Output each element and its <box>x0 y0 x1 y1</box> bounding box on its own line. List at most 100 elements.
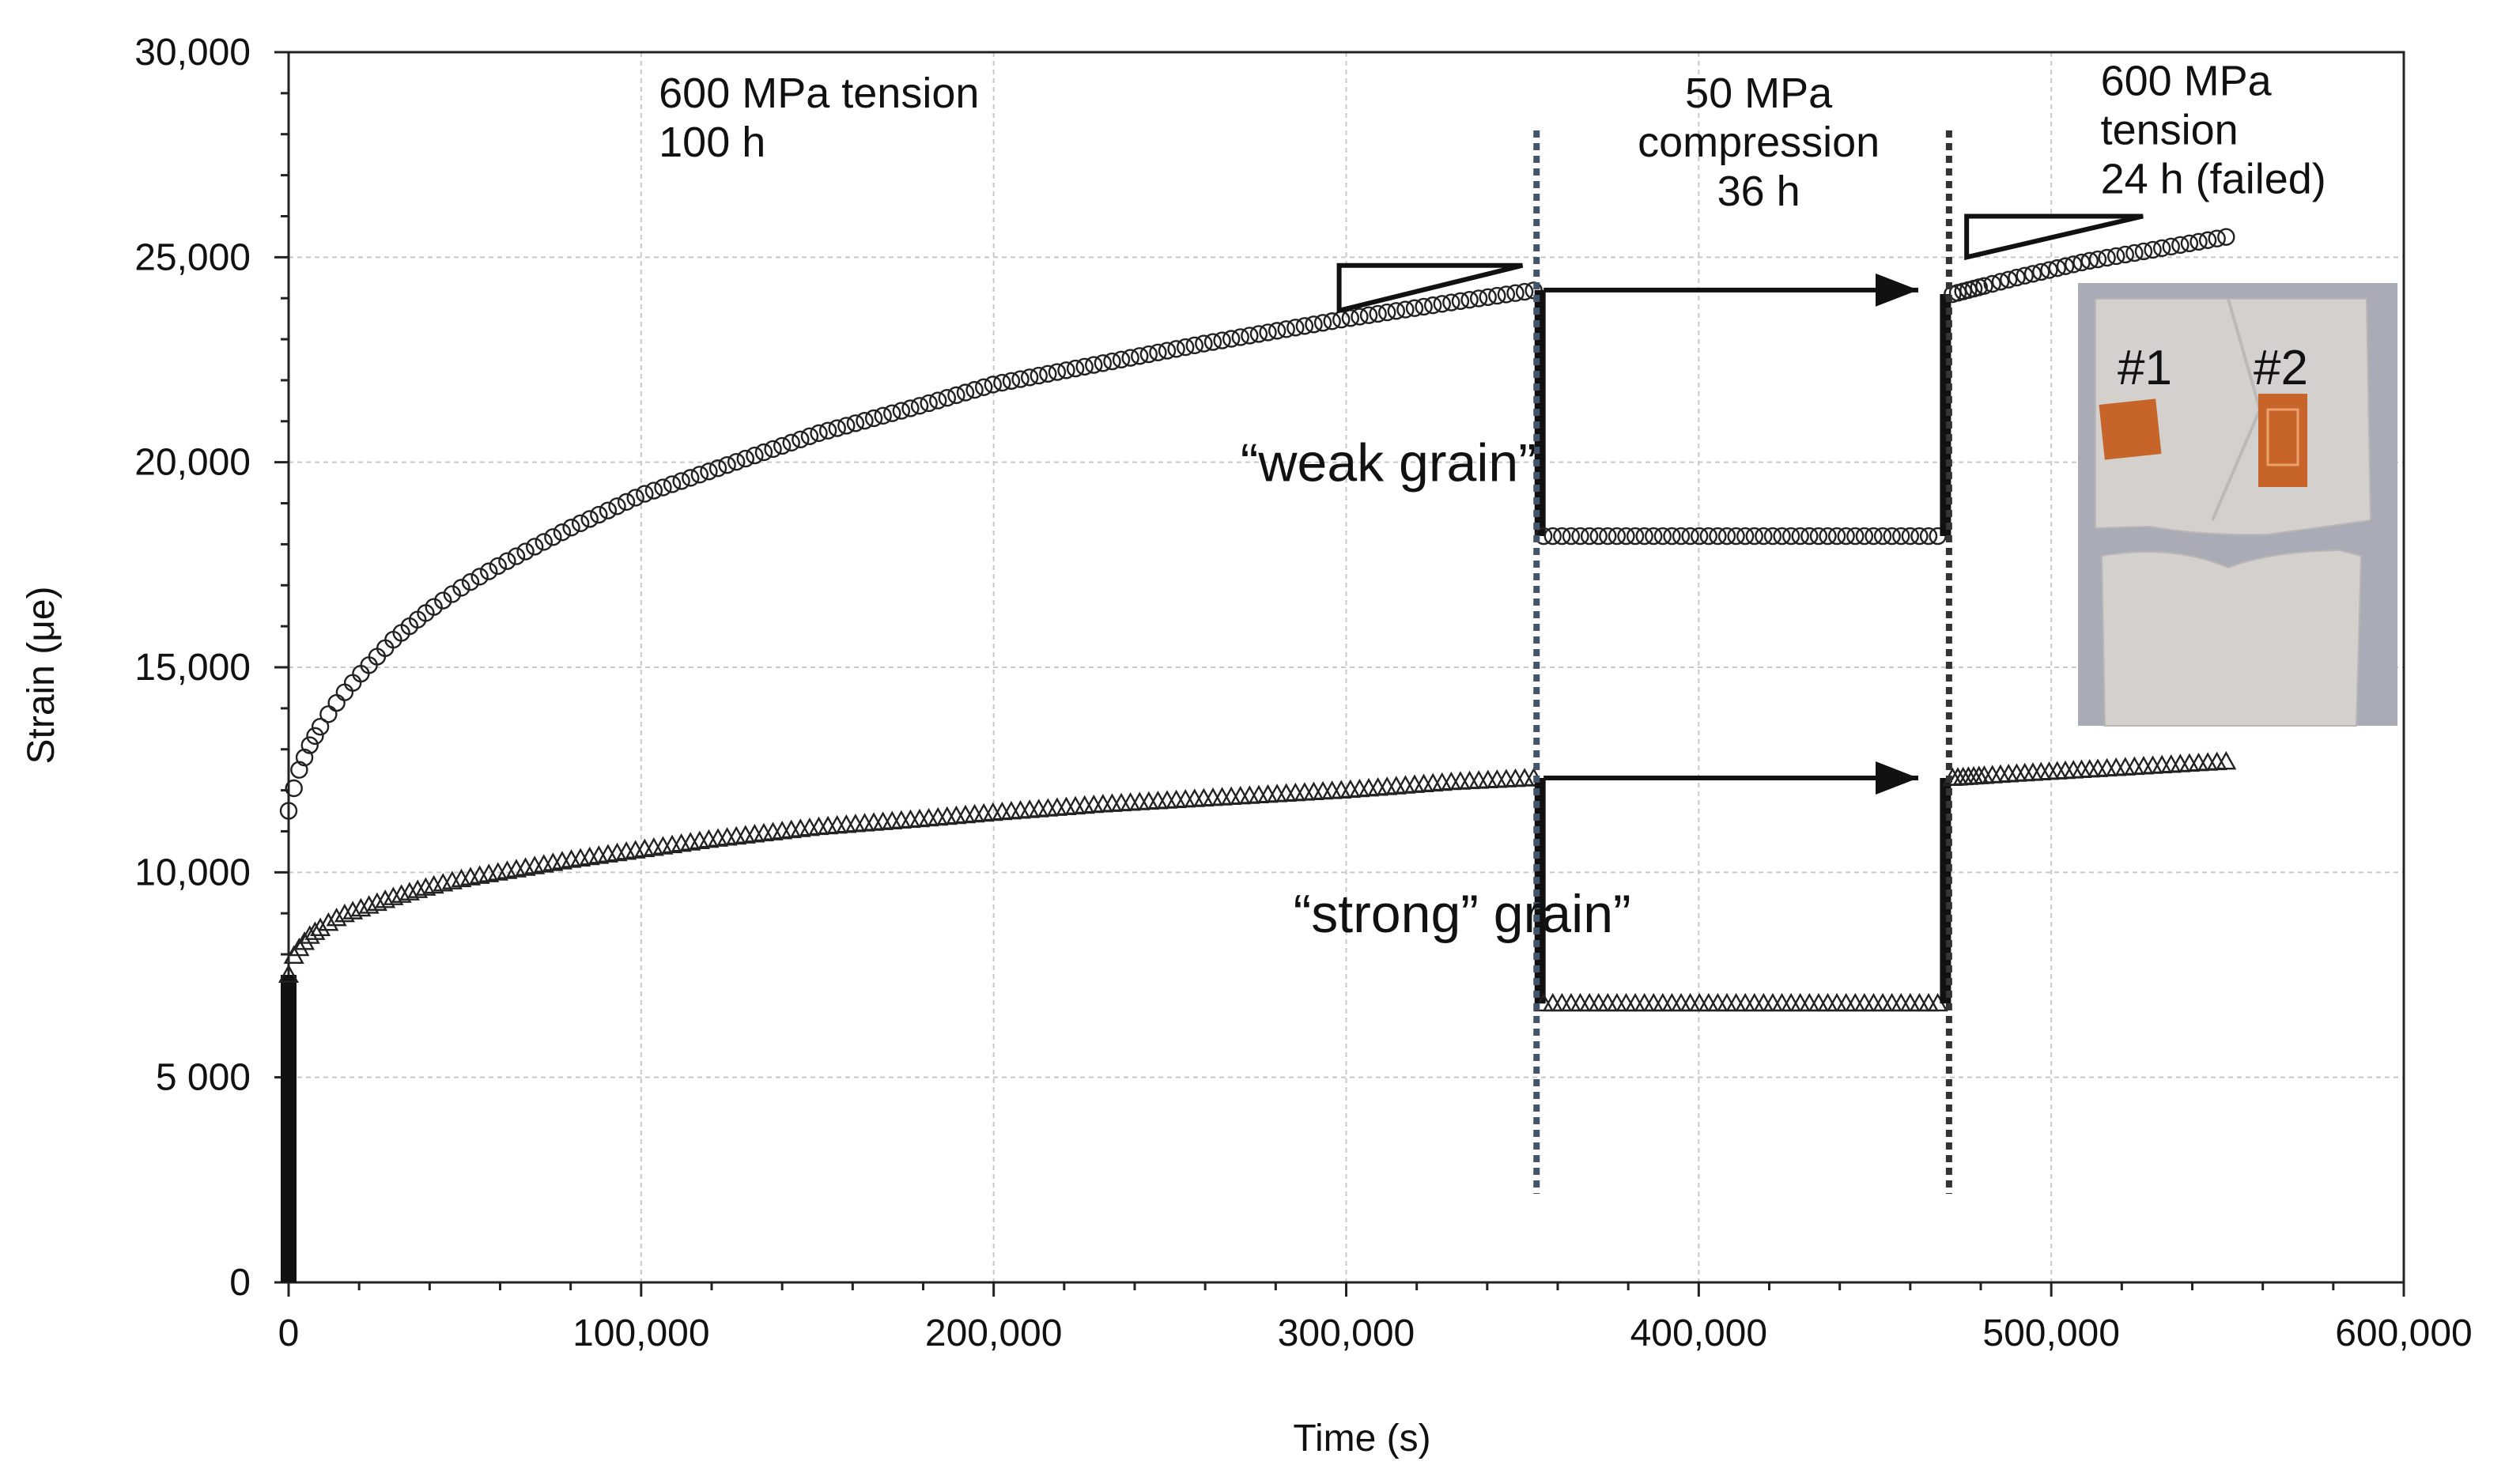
series-label-weak-grain: “weak grain” <box>1241 433 1536 493</box>
weak-grain-point <box>311 718 330 736</box>
weak-grain-point <box>461 572 480 591</box>
weak-grain-reload-point <box>2023 265 2042 283</box>
weak-grain-point <box>1241 327 1259 345</box>
weak-grain-compression-point <box>1919 527 1938 546</box>
weak-grain-point <box>279 802 298 820</box>
weak-grain-compression-point <box>1608 527 1627 546</box>
weak-grain-reload-point <box>2152 239 2171 258</box>
weak-grain-compression-point <box>1745 527 1763 546</box>
weak-grain-point <box>1469 289 1488 308</box>
weak-grain-point <box>901 399 920 417</box>
strong-grain-point <box>334 903 355 923</box>
y-tick-label: 5 000 <box>156 1057 251 1099</box>
weak-grain-point <box>754 443 773 462</box>
weak-grain-point <box>837 417 856 435</box>
weak-grain-compression-point <box>1763 527 1782 546</box>
weak-grain-point <box>535 533 553 551</box>
weak-grain-compression-point <box>1827 527 1846 546</box>
weak-grain-point <box>874 406 892 425</box>
phase-annotation-line: 600 MPa tension <box>659 70 979 117</box>
inset-photo: #1 #2 <box>2078 283 2397 727</box>
weak-grain-point <box>800 427 819 445</box>
weak-grain-point <box>1497 285 1516 304</box>
weak-grain-point <box>1488 286 1506 305</box>
weak-grain-point <box>1442 293 1460 312</box>
weak-grain-reload-point <box>2065 255 2083 274</box>
weak-grain-point <box>818 421 837 440</box>
phase-annotation-line: tension <box>2101 106 2239 153</box>
x-tick-label: 100,000 <box>572 1312 710 1354</box>
weak-grain-point <box>1451 292 1470 311</box>
weak-grain-reload-point <box>2190 232 2208 251</box>
weak-grain-point <box>920 394 938 413</box>
weak-grain-reload-point <box>2032 262 2050 281</box>
strong-grain-point <box>278 964 300 984</box>
weak-grain-point <box>626 489 644 507</box>
phase-annotation-line: 100 h <box>659 119 765 166</box>
weak-grain-compression-point <box>1791 527 1809 546</box>
weak-grain-reload-point <box>2056 257 2075 275</box>
chart-labels: 0 100,000 200,000 300,000 400,000 500,000 600,… <box>21 32 2473 1459</box>
weak-grain-compression-point <box>1873 527 1892 546</box>
weak-grain-point <box>1131 347 1149 365</box>
weak-grain-compression-point <box>1717 527 1736 546</box>
weak-grain-reload-point <box>2098 248 2116 267</box>
weak-grain-compression-point <box>1773 527 1791 546</box>
weak-grain-point <box>1515 282 1534 301</box>
weak-grain-point <box>452 579 470 597</box>
weak-grain-reload-point <box>2040 261 2058 279</box>
phase-annotation-line: 50 MPa <box>1685 70 1833 117</box>
weak-grain-compression-point <box>1589 527 1608 546</box>
weak-grain-point <box>690 466 709 484</box>
weak-grain-compression-point <box>1663 527 1681 546</box>
weak-grain-reload-point <box>2116 245 2134 264</box>
weak-grain-reload-point <box>2162 237 2180 256</box>
weak-grain-compression-point <box>1855 527 1874 546</box>
weak-grain-point <box>1167 340 1185 358</box>
weak-grain-point <box>1351 308 1369 326</box>
weak-grain-point <box>285 779 303 798</box>
weak-grain-point <box>828 419 846 437</box>
weak-grain-point <box>1039 364 1057 383</box>
weak-grain-point <box>516 542 535 561</box>
weak-grain-point <box>1378 303 1396 322</box>
weak-grain-point <box>1094 354 1113 372</box>
phase-annotation: 600 MPa tension 100 h <box>659 70 979 166</box>
weak-grain-point <box>544 528 562 546</box>
weak-grain-point <box>644 481 663 500</box>
strong-grain-point <box>294 931 315 950</box>
weak-grain-reload-point <box>2144 240 2162 259</box>
weak-grain-point <box>700 463 718 481</box>
weak-grain-reload-point <box>2171 236 2190 255</box>
x-tick-label: 300,000 <box>1278 1312 1415 1354</box>
weak-grain-point <box>1460 290 1479 309</box>
x-tick-label: 0 <box>278 1312 300 1354</box>
weak-grain-point <box>1268 322 1287 340</box>
weak-grain-point <box>443 585 462 603</box>
weak-grain-point <box>1359 306 1378 324</box>
weak-grain-point <box>993 373 1011 392</box>
weak-grain-reload-point <box>1975 277 1993 295</box>
weak-grain-point <box>782 433 800 452</box>
weak-grain-point <box>1158 342 1177 360</box>
weak-grain-reload-point <box>2008 268 2026 287</box>
weak-grain-point <box>764 440 782 459</box>
weak-grain-point <box>470 568 489 586</box>
strong-grain-point <box>399 882 420 901</box>
weak-grain-compression-point <box>1809 527 1828 546</box>
weak-grain-point <box>1011 370 1030 388</box>
strong-grain-point <box>415 877 436 896</box>
series-strong-grain <box>278 750 2237 1012</box>
weak-grain-point <box>1085 356 1103 374</box>
strong-grain-point <box>383 886 404 905</box>
weak-grain-point <box>1057 361 1075 379</box>
weak-grain-point <box>1433 295 1451 313</box>
weak-grain-point <box>636 485 654 503</box>
phase-annotation-line: compression <box>1638 119 1880 166</box>
weak-grain-reload-point <box>2080 251 2099 270</box>
weak-grain-compression-point <box>1883 527 1901 546</box>
phase-annotation-line: 36 h <box>1717 168 1800 215</box>
series-weak-grain <box>279 228 2235 820</box>
weak-grain-point <box>1479 288 1497 306</box>
weak-grain-compression-point <box>1755 527 1773 546</box>
